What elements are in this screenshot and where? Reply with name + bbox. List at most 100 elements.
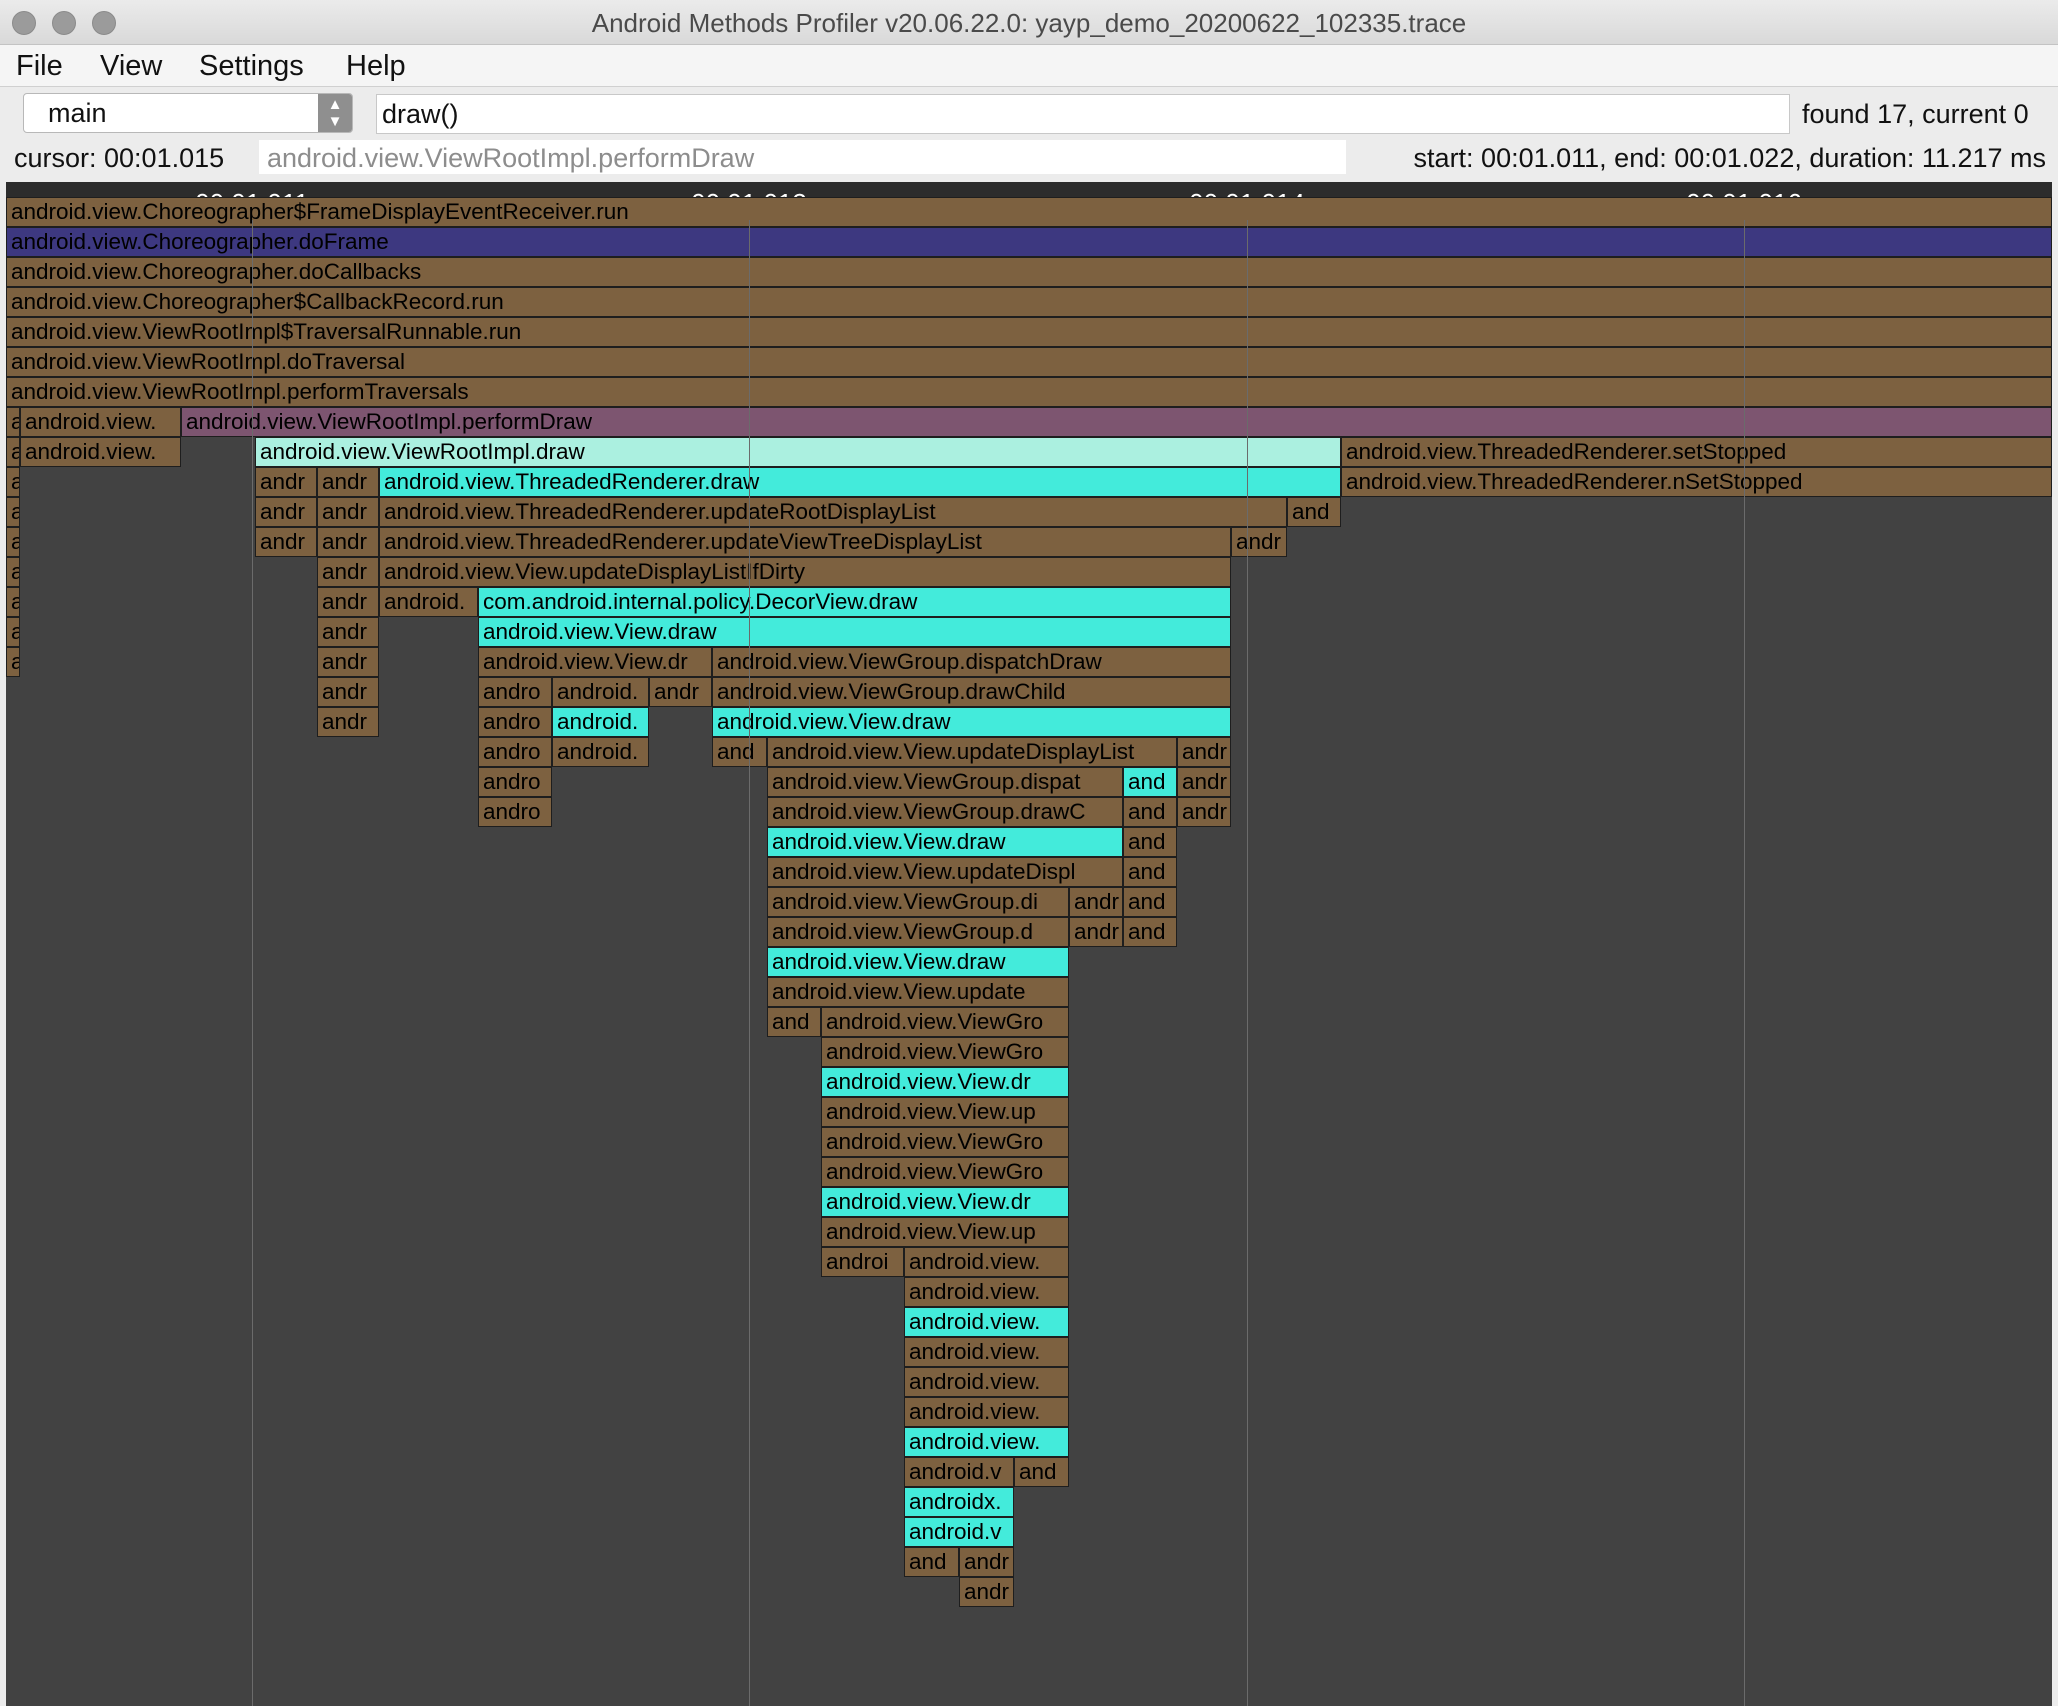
method-block[interactable]: android.view.	[904, 1337, 1069, 1367]
method-block[interactable]: android.view.Choreographer$FrameDisplayE…	[6, 197, 2052, 227]
method-block[interactable]: a	[6, 497, 20, 527]
method-block[interactable]: andr	[1177, 767, 1231, 797]
method-block[interactable]: android.view.	[20, 437, 181, 467]
method-block[interactable]: a	[6, 557, 20, 587]
menu-file[interactable]: File	[16, 50, 63, 82]
method-block[interactable]: android.view.ViewGroup.d	[767, 917, 1069, 947]
method-block[interactable]: android.view.View.draw	[767, 827, 1123, 857]
method-block[interactable]: andr	[317, 467, 379, 497]
method-block[interactable]: android.view.ViewGroup.drawC	[767, 797, 1123, 827]
method-block[interactable]: android.view.View.up	[821, 1217, 1069, 1247]
method-block[interactable]: andro	[478, 797, 552, 827]
method-block[interactable]: android.view.ViewGro	[821, 1157, 1069, 1187]
search-input[interactable]	[376, 94, 1790, 134]
method-block[interactable]: a	[6, 617, 20, 647]
method-block[interactable]: android.view.ViewGro	[821, 1127, 1069, 1157]
method-block[interactable]: android.view.View.draw	[712, 707, 1231, 737]
method-block[interactable]: andr	[1069, 917, 1123, 947]
method-block[interactable]: android.view.ViewGroup.drawChild	[712, 677, 1231, 707]
menu-help[interactable]: Help	[346, 50, 406, 82]
method-block[interactable]: andr	[255, 467, 317, 497]
method-block[interactable]: android.view.ThreadedRenderer.updateView…	[379, 527, 1231, 557]
method-block[interactable]: android.v	[904, 1517, 1014, 1547]
method-block[interactable]: android.view.View.updateDisplayListIfDir…	[379, 557, 1231, 587]
method-block[interactable]: andr	[1231, 527, 1287, 557]
method-block[interactable]: androidx.	[904, 1487, 1014, 1517]
method-block[interactable]: android.view.	[904, 1397, 1069, 1427]
method-block[interactable]: android.view.View.dr	[821, 1067, 1069, 1097]
method-block[interactable]: android.view.ThreadedRenderer.nSetStoppe…	[1341, 467, 2052, 497]
method-block[interactable]: android.view.ViewGroup.di	[767, 887, 1069, 917]
method-block[interactable]: andr	[1177, 737, 1231, 767]
method-block[interactable]: com.android.internal.policy.DecorView.dr…	[478, 587, 1231, 617]
method-block[interactable]: android.view.ViewGro	[821, 1007, 1069, 1037]
method-block[interactable]: android.view.View.update	[767, 977, 1069, 1007]
method-block[interactable]: and	[1014, 1457, 1069, 1487]
method-block[interactable]: and	[1287, 497, 1341, 527]
method-block[interactable]: android.view.ViewRootImpl$TraversalRunna…	[6, 317, 2052, 347]
method-block[interactable]: android.view.View.draw	[478, 617, 1231, 647]
method-block[interactable]: andr	[255, 497, 317, 527]
method-block[interactable]: android.view.View.up	[821, 1097, 1069, 1127]
method-block[interactable]: android.view.	[904, 1247, 1069, 1277]
method-block[interactable]: android.view.	[904, 1367, 1069, 1397]
method-block[interactable]: android.view.View.updateDispl	[767, 857, 1123, 887]
method-block[interactable]: a	[6, 467, 20, 497]
method-block[interactable]: a	[6, 587, 20, 617]
method-block[interactable]: a	[6, 647, 20, 677]
method-block[interactable]: android.view.ViewGroup.dispatchDraw	[712, 647, 1231, 677]
menu-view[interactable]: View	[100, 50, 163, 82]
flame-chart-panel[interactable]: 00:01.011 00:01.013 00:01.014 00:01.016 …	[6, 182, 2052, 1706]
method-block[interactable]: android.view.	[904, 1277, 1069, 1307]
method-block[interactable]: android.	[552, 677, 649, 707]
method-block[interactable]: a	[6, 407, 20, 437]
method-block[interactable]: and	[1123, 917, 1177, 947]
chevron-updown-icon[interactable]: ▲ ▼	[318, 94, 352, 132]
menu-settings[interactable]: Settings	[199, 50, 304, 82]
method-block[interactable]: android.view.View.updateDisplayList	[767, 737, 1177, 767]
minimize-window-button[interactable]	[52, 11, 76, 35]
method-block[interactable]: andr	[317, 677, 379, 707]
method-block[interactable]: android.view.View.dr	[478, 647, 712, 677]
method-block[interactable]: android.view.Choreographer$CallbackRecor…	[6, 287, 2052, 317]
method-block[interactable]: android.view.Choreographer.doFrame	[6, 227, 2052, 257]
method-block[interactable]: andr	[317, 617, 379, 647]
close-window-button[interactable]	[12, 11, 36, 35]
method-block[interactable]: and	[712, 737, 767, 767]
method-block[interactable]: and	[1123, 857, 1177, 887]
thread-select[interactable]: main ▲ ▼	[23, 93, 353, 133]
method-block[interactable]: and	[1123, 887, 1177, 917]
method-block[interactable]: android.	[552, 737, 649, 767]
method-block[interactable]: android.view.ThreadedRenderer.updateRoot…	[379, 497, 1287, 527]
method-block[interactable]: and	[1123, 797, 1177, 827]
method-block[interactable]: andr	[959, 1577, 1014, 1607]
method-block[interactable]: and	[1123, 827, 1177, 857]
method-block[interactable]: andr	[649, 677, 712, 707]
method-block[interactable]: android.view.ViewRootImpl.doTraversal	[6, 347, 2052, 377]
method-block[interactable]: android.	[552, 707, 649, 737]
method-block[interactable]: androi	[821, 1247, 904, 1277]
method-block[interactable]: andr	[255, 527, 317, 557]
method-block[interactable]: android.view.	[904, 1427, 1069, 1457]
method-block[interactable]: android.view.ViewGro	[821, 1037, 1069, 1067]
method-block[interactable]: andr	[959, 1547, 1014, 1577]
method-block[interactable]: android.view.View.draw	[767, 947, 1069, 977]
method-block[interactable]: andr	[317, 647, 379, 677]
method-block[interactable]: andr	[317, 527, 379, 557]
zoom-window-button[interactable]	[92, 11, 116, 35]
method-block[interactable]: android.view.ThreadedRenderer.draw	[379, 467, 1341, 497]
method-block[interactable]: andr	[317, 557, 379, 587]
method-block[interactable]: android.view.	[20, 407, 181, 437]
method-block[interactable]: andr	[1177, 797, 1231, 827]
method-block[interactable]: a	[6, 437, 20, 467]
method-block[interactable]: android.view.ViewGroup.dispat	[767, 767, 1123, 797]
method-block[interactable]: android.view.	[904, 1307, 1069, 1337]
method-block[interactable]: andr	[317, 497, 379, 527]
method-block[interactable]: a	[6, 527, 20, 557]
method-block[interactable]: andr	[317, 707, 379, 737]
method-block[interactable]: andr	[1069, 887, 1123, 917]
method-block[interactable]: and	[767, 1007, 821, 1037]
method-block[interactable]: android.	[379, 587, 478, 617]
method-block[interactable]: android.view.Choreographer.doCallbacks	[6, 257, 2052, 287]
method-block[interactable]: android.view.ViewRootImpl.performTravers…	[6, 377, 2052, 407]
